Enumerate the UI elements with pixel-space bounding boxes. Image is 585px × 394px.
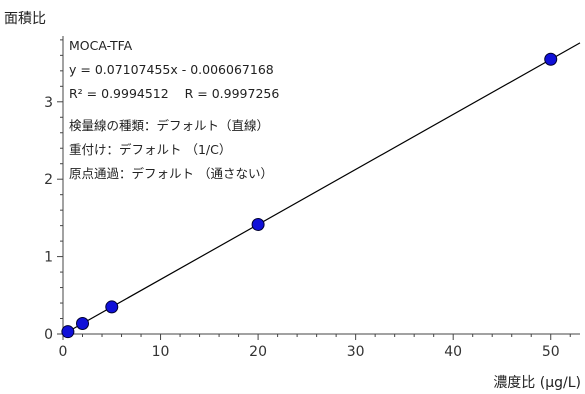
annotation-equation: y = 0.07107455x - 0.006067168 — [69, 62, 274, 77]
x-tick-label: 0 — [59, 344, 68, 360]
annotation-compound: MOCA-TFA — [69, 38, 133, 53]
calibration-annotations: MOCA-TFA y = 0.07107455x - 0.006067168 R… — [69, 38, 279, 181]
y-tick-label: 2 — [44, 172, 53, 188]
annotation-origin: 原点通過：デフォルト （通さない） — [69, 166, 273, 181]
data-point — [251, 217, 265, 231]
data-points — [61, 52, 558, 339]
annotation-curve-type: 検量線の種類：デフォルト（直線） — [69, 118, 269, 133]
annotation-weighting: 重付け：デフォルト （1/C） — [69, 142, 231, 157]
y-tick-label: 3 — [44, 95, 53, 111]
x-tick-label: 10 — [152, 344, 170, 360]
data-point — [61, 325, 75, 339]
x-axis-title: 濃度比 (μg/L) — [493, 375, 581, 391]
x-tick-label: 30 — [347, 344, 365, 360]
regression-line — [62, 42, 581, 335]
y-tick-label: 0 — [44, 327, 53, 343]
y-axis-title: 面積比 — [4, 11, 46, 27]
x-tick-label: 20 — [249, 344, 267, 360]
fit-line-group — [62, 42, 581, 335]
axes: 0 10 20 30 40 50 0 1 2 3 — [44, 36, 580, 360]
data-point — [544, 52, 558, 66]
x-tick-label: 50 — [542, 344, 560, 360]
data-point — [105, 300, 119, 314]
y-tick-label: 1 — [44, 250, 53, 266]
annotation-r-values: R² = 0.9994512 R = 0.9997256 — [69, 86, 279, 101]
x-tick-label: 40 — [444, 344, 462, 360]
data-point — [76, 316, 90, 330]
